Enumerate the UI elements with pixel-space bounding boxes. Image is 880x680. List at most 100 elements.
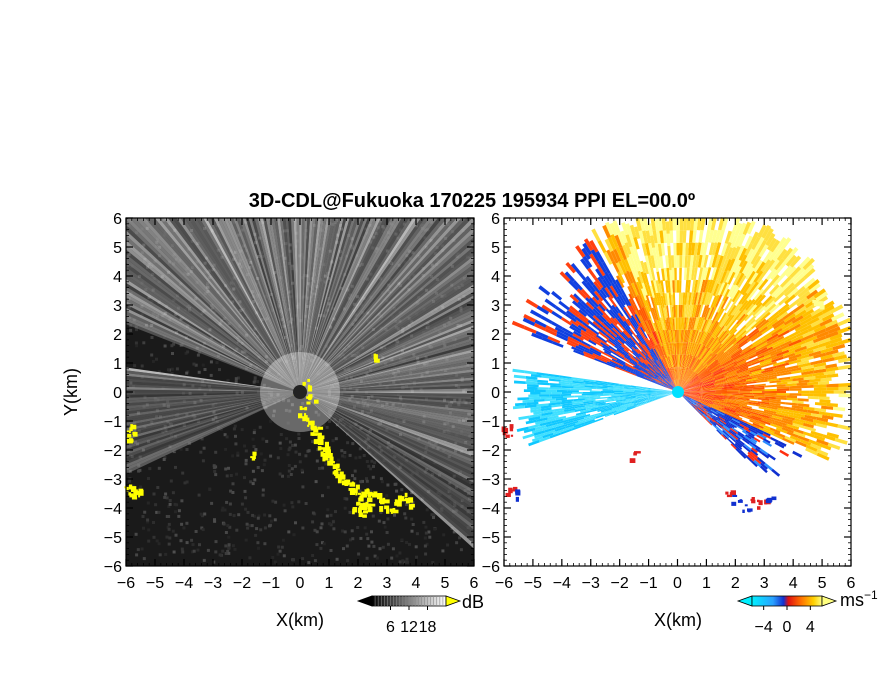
velocity-bin-1496 (672, 318, 675, 332)
velocity-bin-2213 (571, 377, 584, 381)
velocity-bin-935 (778, 295, 790, 306)
noise-speckle (182, 526, 186, 530)
velocity-bin-1297 (721, 217, 729, 231)
velocity-bin-1897 (645, 354, 655, 365)
velocity-clutter-pixel (726, 494, 733, 498)
velocity-bin-68 (704, 412, 712, 419)
velocity-bin-1136 (724, 298, 733, 311)
velocity-bin-1287 (684, 354, 689, 368)
velocity-bin-1769 (653, 348, 660, 358)
velocity-bin-275 (770, 423, 783, 430)
noise-speckle (311, 554, 315, 557)
velocity-bin-2111 (580, 335, 590, 342)
velocity-bin-6 (706, 420, 713, 426)
velocity-bin-1798 (617, 293, 626, 306)
noise-speckle (315, 543, 319, 547)
noise-speckle (288, 243, 292, 247)
velocity-bin-1439 (683, 217, 688, 231)
velocity-bin-1240 (699, 319, 706, 332)
noise-speckle (167, 505, 171, 509)
intensity-beam-42 (300, 392, 474, 405)
velocity-bin-1683 (631, 269, 639, 283)
velocity-bin-1052 (685, 371, 694, 382)
velocity-bin-1817 (582, 242, 592, 256)
hard-target-pixel (360, 507, 365, 511)
velocity-bin-838 (709, 364, 721, 373)
velocity-bin-1293 (704, 279, 711, 293)
velocity-bin-1086 (738, 292, 748, 305)
velocity-bin-1186 (694, 343, 701, 357)
velocity-bin-1492 (676, 367, 678, 380)
noise-speckle (208, 276, 212, 279)
velocity-bin-2422 (616, 399, 627, 402)
velocity-bin-1503 (666, 233, 671, 246)
velocity-bin-2533 (544, 427, 557, 433)
velocity-bin-791 (806, 316, 820, 326)
velocity-bin-138 (750, 437, 758, 443)
velocity-bin-665 (764, 361, 777, 367)
velocity-bin-73 (737, 438, 745, 446)
intensity-beam-41 (300, 392, 474, 408)
velocity-bin-1448 (679, 280, 682, 293)
velocity-bin-1734 (649, 333, 657, 346)
noise-speckle (365, 477, 368, 481)
velocity-bin-1531 (674, 367, 677, 380)
velocity-bin-2385 (560, 401, 572, 405)
velocity-x-tick-label: −1 (639, 575, 657, 592)
velocity-bin-1701 (609, 222, 618, 237)
velocity-bin-378 (744, 402, 756, 406)
velocity-clutter-pixel (725, 491, 729, 495)
noise-speckle (317, 371, 321, 375)
velocity-bin-2078 (658, 379, 669, 386)
hard-target-pixel (396, 500, 402, 507)
intensity-beam-169 (233, 218, 300, 392)
velocity-bin-543 (700, 388, 713, 390)
velocity-bin-1393 (683, 317, 687, 330)
intensity-beam-244 (126, 392, 300, 429)
velocity-bin-359 (837, 424, 851, 431)
velocity-bin-2436 (598, 402, 610, 406)
noise-speckle (369, 467, 373, 471)
noise-speckle (327, 362, 331, 366)
noise-speckle (206, 285, 209, 289)
intensity-x-tick-label: −1 (262, 575, 280, 592)
velocity-bin-234 (731, 413, 743, 420)
noise-speckle (165, 535, 169, 539)
velocity-bin-627 (761, 368, 774, 374)
noise-speckle (150, 353, 154, 357)
velocity-bin-1827 (608, 288, 618, 301)
velocity-bin-121 (713, 415, 721, 421)
velocity-bin-191 (693, 399, 702, 404)
noise-speckle (167, 542, 171, 546)
noise-speckle (252, 380, 256, 384)
velocity-bin-1385 (692, 254, 697, 268)
velocity-bin-309 (700, 398, 713, 402)
intensity-beam-84 (300, 272, 474, 392)
noise-speckle (171, 491, 175, 495)
velocity-bin-1589 (658, 305, 663, 318)
velocity-bin-299 (738, 409, 751, 415)
noise-speckle (251, 469, 255, 473)
noise-speckle (251, 482, 255, 486)
velocity-bin-316 (780, 419, 793, 426)
velocity-bin-2028 (648, 369, 659, 378)
intensity-beam-202 (126, 245, 300, 392)
velocity-bin-553 (678, 390, 690, 392)
velocity-bin-231 (699, 400, 711, 406)
velocity-bin-2334 (560, 393, 572, 397)
velocity-bin-2369 (608, 396, 620, 399)
noise-speckle (304, 454, 308, 458)
noise-speckle (379, 510, 383, 514)
velocity-bin-790 (794, 323, 808, 332)
velocity-bin-1255 (707, 291, 714, 305)
velocity-bin-928 (714, 351, 725, 361)
velocity-bin-368 (781, 410, 794, 416)
velocity-bin-2318 (593, 392, 605, 394)
velocity-bin-903 (707, 359, 719, 369)
noise-speckle (415, 471, 419, 475)
velocity-bin-172 (736, 423, 745, 429)
noise-speckle (450, 264, 454, 268)
noise-speckle (422, 520, 426, 524)
velocity-bin-1023 (760, 284, 772, 296)
hard-target-pixel (398, 497, 402, 501)
